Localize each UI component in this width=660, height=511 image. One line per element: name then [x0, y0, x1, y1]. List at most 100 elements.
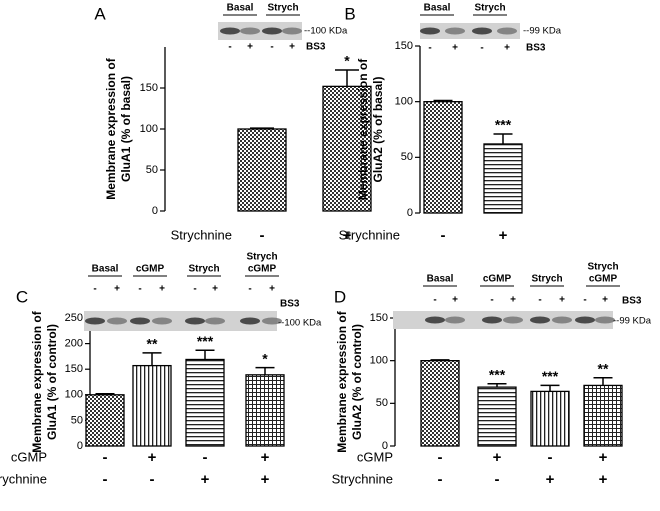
y-tick-label: 0 — [382, 440, 388, 452]
treatment-sign: + — [261, 471, 270, 488]
lane-sign: + — [452, 43, 458, 54]
y-tick-label: 150 — [395, 40, 413, 52]
blot-image — [420, 23, 520, 39]
blot-band — [220, 27, 240, 35]
error-bar — [540, 384, 560, 392]
y-tick-label: 250 — [65, 312, 83, 324]
significance-label: * — [344, 53, 350, 69]
blot-group-label: Strych — [587, 262, 618, 273]
blot-group-label: Basal — [227, 3, 254, 14]
treatment-sign: - — [441, 227, 446, 244]
blot-group-label: cGMP — [248, 264, 277, 275]
lane-sign: - — [248, 284, 251, 295]
blot-band — [185, 317, 205, 325]
significance-label: *** — [197, 333, 214, 349]
treatment-sign: + — [599, 471, 608, 488]
blot-band — [282, 27, 302, 35]
lane-sign: - — [270, 42, 273, 53]
y-tick-label: 0 — [407, 207, 413, 219]
lane-sign: - — [583, 295, 586, 306]
marker-label: --100 KDa — [278, 318, 322, 329]
blot-image — [84, 311, 277, 331]
treatment-sign: + — [201, 471, 210, 488]
y-axis-label: Membrane expression of — [356, 58, 370, 200]
blot-group-label: Basal — [424, 3, 451, 14]
blot-band — [472, 27, 492, 35]
lane-sign: - — [228, 42, 231, 53]
y-tick-label: 100 — [65, 389, 83, 401]
blot-band — [85, 317, 105, 325]
error-bar — [593, 376, 613, 386]
blot-band — [595, 316, 615, 324]
blot-group-label: Strych — [531, 274, 562, 285]
blot-band — [107, 317, 127, 325]
error-bar — [250, 127, 274, 129]
blot-group-label: cGMP — [589, 274, 618, 285]
treatment-label: Strychnine — [332, 471, 393, 486]
bar — [322, 85, 372, 212]
lane-sign: + — [289, 42, 295, 53]
blot-band — [262, 317, 282, 325]
bar — [237, 128, 287, 212]
y-tick-label: 200 — [65, 338, 83, 350]
treatment-sign: - — [203, 449, 208, 466]
y-tick-label: 150 — [140, 82, 158, 94]
treatment-sign: - — [495, 471, 500, 488]
y-axis-label: Membrane expression of — [104, 57, 118, 199]
treatment-label: cGMP — [11, 449, 47, 464]
treatment-label: Strychnine — [0, 471, 47, 486]
y-tick-label: 0 — [77, 440, 83, 452]
y-tick-label: 50 — [376, 397, 388, 409]
y-tick-label: 50 — [401, 151, 413, 163]
blot-group-label: cGMP — [483, 274, 512, 285]
treatment-sign: - — [438, 471, 443, 488]
blot-band — [575, 316, 595, 324]
error-bar — [335, 69, 359, 87]
treatment-sign: - — [548, 449, 553, 466]
significance-label: ** — [598, 360, 609, 376]
blot-band — [240, 317, 260, 325]
blot-band — [205, 317, 225, 325]
marker-label: --99 KDa — [523, 26, 562, 37]
lane-sign: - — [93, 284, 96, 295]
treatment-sign: - — [438, 449, 443, 466]
blot-band — [497, 27, 517, 35]
lane-sign: + — [504, 43, 510, 54]
lane-sign: + — [602, 295, 608, 306]
blot-band — [530, 316, 550, 324]
reagent-label: BS3 — [280, 299, 300, 310]
error-bar — [493, 133, 513, 144]
bar — [530, 390, 570, 447]
lane-sign: + — [247, 42, 253, 53]
blot-group-label: Strych — [246, 252, 277, 263]
treatment-label: Strychnine — [339, 227, 400, 242]
lane-sign: - — [480, 43, 483, 54]
lane-sign: + — [452, 295, 458, 306]
blot-band — [420, 27, 440, 35]
bar — [85, 394, 125, 447]
bar — [185, 358, 225, 447]
error-bar — [255, 366, 275, 375]
blot-group-label: Basal — [427, 274, 454, 285]
bar — [483, 143, 523, 214]
blot-group-label: cGMP — [136, 264, 165, 275]
blot-band — [445, 316, 465, 324]
blot-band — [503, 316, 523, 324]
y-tick-label: 150 — [65, 363, 83, 375]
error-bar — [195, 349, 215, 360]
panel-letter: D — [334, 287, 346, 306]
lane-sign: + — [212, 284, 218, 295]
treatment-sign: - — [103, 449, 108, 466]
bar — [477, 386, 517, 447]
error-bar — [95, 393, 115, 395]
blot-band — [262, 27, 282, 35]
error-bar — [430, 359, 450, 361]
lane-sign: - — [538, 295, 541, 306]
lane-sign: - — [490, 295, 493, 306]
blot-group-label: Basal — [92, 264, 119, 275]
lane-sign: - — [428, 43, 431, 54]
blot-band — [425, 316, 445, 324]
blot-band — [130, 317, 150, 325]
